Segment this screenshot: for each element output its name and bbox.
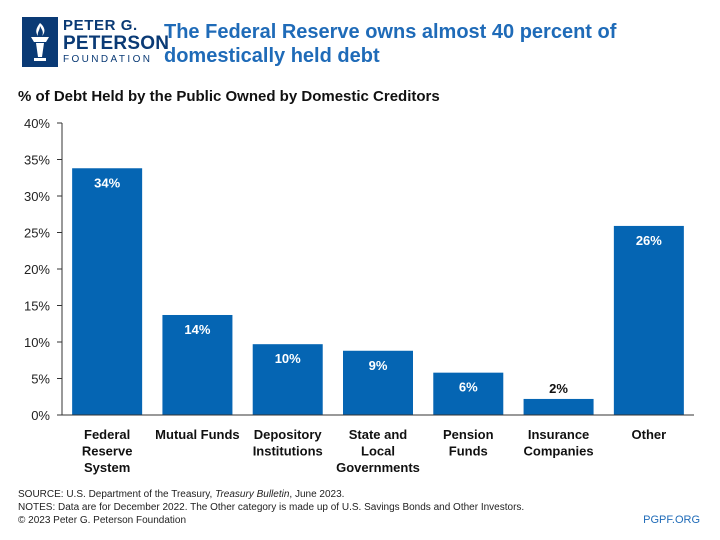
- headline: The Federal Reserve owns almost 40 perce…: [164, 20, 704, 68]
- chart-title: % of Debt Held by the Public Owned by Do…: [18, 88, 440, 105]
- logo-line-peterson: PETERSON: [63, 33, 170, 54]
- category-label: State and Local Governments: [336, 427, 420, 475]
- bar[interactable]: [162, 314, 233, 415]
- y-tick-label: 15%: [24, 299, 50, 314]
- category-label-line: Companies: [524, 444, 594, 459]
- bar[interactable]: [433, 372, 504, 415]
- category-label: Mutual Funds: [155, 427, 240, 442]
- category-label-line: Local: [361, 444, 395, 459]
- bar[interactable]: [343, 350, 413, 415]
- source-title: Treasury Bulletin: [215, 489, 290, 500]
- source-note: SOURCE: U.S. Department of the Treasury,…: [18, 488, 524, 501]
- y-tick-label: 35%: [24, 153, 50, 168]
- category-label-line: Federal: [84, 427, 130, 442]
- bar[interactable]: [72, 168, 143, 415]
- category-label: Pension Funds: [443, 427, 494, 459]
- category-label-line: Other: [632, 427, 667, 442]
- category-label-line: Funds: [449, 444, 488, 459]
- y-tick-label: 40%: [24, 116, 50, 131]
- category-label: Federal Reserve System: [82, 427, 133, 475]
- y-tick-label: 30%: [24, 189, 50, 204]
- category-label-line: Mutual Funds: [155, 427, 240, 442]
- y-tick-label: 10%: [24, 335, 50, 350]
- data-label: 34%: [94, 175, 120, 190]
- category-label: Other: [632, 427, 667, 442]
- bar[interactable]: [252, 344, 323, 415]
- data-label: 14%: [184, 322, 210, 337]
- data-label: 26%: [636, 233, 662, 248]
- category-label-line: Institutions: [253, 444, 323, 459]
- category-label-line: Insurance: [528, 427, 589, 442]
- y-tick-label: 0%: [31, 408, 50, 423]
- category-label: Insurance Companies: [524, 427, 594, 459]
- copyright: © 2023 Peter G. Peterson Foundation: [18, 515, 187, 526]
- category-label-line: Governments: [336, 460, 420, 475]
- y-tick-label: 5%: [31, 372, 50, 387]
- category-label-line: Pension: [443, 427, 494, 442]
- logo-line-foundation: FOUNDATION: [63, 54, 153, 65]
- data-label: 10%: [275, 351, 301, 366]
- y-tick-label: 20%: [24, 262, 50, 277]
- bar[interactable]: [523, 398, 594, 415]
- y-tick-label: 25%: [24, 226, 50, 241]
- torch-icon: [22, 17, 58, 67]
- bar[interactable]: [613, 225, 684, 415]
- category-label: Depository Institutions: [253, 427, 323, 459]
- category-label-line: Depository: [254, 427, 323, 442]
- source-suffix: , June 2023.: [289, 489, 345, 500]
- data-label: 2%: [549, 381, 568, 396]
- source-prefix: SOURCE: U.S. Department of the Treasury,: [18, 489, 216, 500]
- bar-chart: 0% 5% 10% 15% 20% 25% 30% 35% 40% 34% Federal Reser…: [24, 116, 694, 475]
- data-label: 6%: [459, 380, 478, 395]
- site-url[interactable]: PGPF.ORG: [643, 514, 700, 526]
- logo-text: PETER G. PETERSON FOUNDATION: [63, 18, 169, 65]
- category-label-line: System: [84, 460, 130, 475]
- logo: PETER G. PETERSON FOUNDATION: [22, 17, 169, 67]
- logo-line-peter: PETER G.: [63, 17, 138, 34]
- category-label-line: Reserve: [82, 444, 133, 459]
- data-label: 9%: [369, 358, 388, 373]
- footer-notes: SOURCE: U.S. Department of the Treasury,…: [18, 488, 524, 527]
- headline-line-1: The Federal Reserve owns almost 40 perce…: [164, 21, 617, 43]
- category-label-line: State and: [349, 427, 408, 442]
- notes: NOTES: Data are for December 2022. The O…: [18, 502, 525, 513]
- headline-line-2: domestically held debt: [164, 45, 380, 67]
